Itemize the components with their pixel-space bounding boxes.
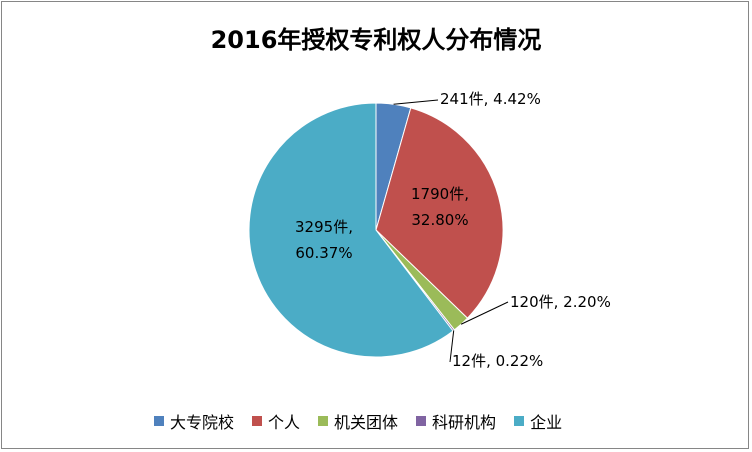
pie-slice-4 (248, 102, 454, 358)
legend-item-1: 个人 (252, 409, 300, 433)
legend-label: 个人 (268, 413, 301, 432)
data-label-4: 3295件, 60.37% (295, 218, 353, 262)
legend-swatch (252, 416, 263, 426)
legend-item-3: 科研机构 (416, 409, 496, 433)
leader-line-3 (449, 330, 455, 363)
legend-label: 机关团体 (334, 413, 399, 432)
leader-line-0 (393, 99, 439, 105)
data-label-3: 12件, 0.22% (452, 352, 543, 370)
leader-line-2 (460, 301, 509, 325)
legend-swatch (318, 416, 329, 426)
legend-item-4: 企业 (514, 409, 562, 433)
legend-swatch (154, 416, 164, 426)
legend-swatch (514, 416, 525, 426)
legend-swatch (416, 416, 427, 426)
pie-slice-1 (375, 107, 504, 319)
legend-item-2: 机关团体 (318, 409, 398, 433)
data-label-1: 1790件, 32.80% (411, 185, 469, 229)
legend: 大专院校 个人 机关团体 科研机构 企业 (154, 409, 580, 433)
data-label-2: 120件, 2.20% (510, 293, 611, 311)
data-label-0: 241件, 4.42% (440, 90, 541, 108)
legend-label: 企业 (530, 413, 563, 432)
chart-title: 2016年授权专利权人分布情况 (210, 26, 542, 54)
legend-label: 大专院校 (170, 413, 235, 432)
legend-label: 科研机构 (432, 413, 497, 432)
legend-item-0: 大专院校 (154, 409, 234, 433)
